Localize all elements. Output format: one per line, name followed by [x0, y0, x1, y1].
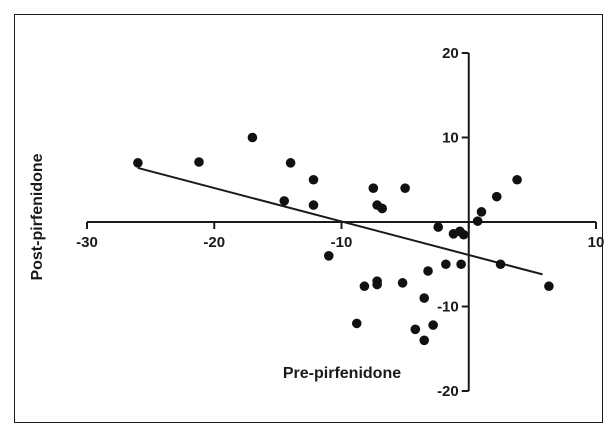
scatter-point: [400, 183, 410, 193]
x-axis-title: Pre-pirfenidone: [283, 365, 401, 382]
scatter-point: [419, 293, 430, 303]
regression-line: [137, 166, 543, 276]
scatter-point: [359, 281, 370, 292]
scatter-point: [495, 259, 506, 270]
scatter-point: [351, 318, 362, 329]
scatter-point: [308, 174, 319, 185]
scatter-point: [512, 174, 522, 185]
scatter-point: [194, 157, 204, 167]
scatter-point: [419, 335, 430, 346]
scatter-point: [279, 196, 290, 206]
x-tick-label: 10: [588, 234, 605, 251]
y-tick-label: 20: [442, 45, 459, 62]
scatter-point: [544, 281, 554, 292]
scatter-point: [372, 279, 382, 290]
scatter-point: [428, 320, 438, 330]
y-axis-title: Post-pirfenidone: [29, 153, 46, 280]
scatter-point: [433, 222, 444, 232]
x-tick-label: -10: [331, 234, 353, 251]
scatter-point: [423, 266, 433, 276]
scatter-point: [410, 324, 421, 335]
scatter-point: [285, 158, 296, 168]
scatter-point: [247, 132, 258, 143]
y-tick-label: -10: [437, 299, 459, 316]
scatter-point: [368, 183, 379, 193]
scatter-point: [308, 200, 319, 210]
scatter-point: [133, 158, 143, 168]
scatter-point: [476, 207, 487, 217]
scatter-point: [323, 251, 334, 261]
y-tick-label: -20: [437, 383, 459, 400]
scatter-point: [491, 191, 502, 202]
x-tick-label: -20: [203, 234, 225, 251]
scatter-point: [458, 229, 469, 240]
scatter-point: [377, 203, 388, 214]
scatter-point: [456, 259, 466, 270]
scatter-point: [397, 278, 408, 288]
scatter-point: [472, 216, 483, 226]
y-tick-label: 10: [442, 130, 459, 147]
chart-frame: [14, 14, 603, 423]
scatter-point: [441, 259, 451, 270]
x-tick-label: -30: [76, 234, 98, 251]
